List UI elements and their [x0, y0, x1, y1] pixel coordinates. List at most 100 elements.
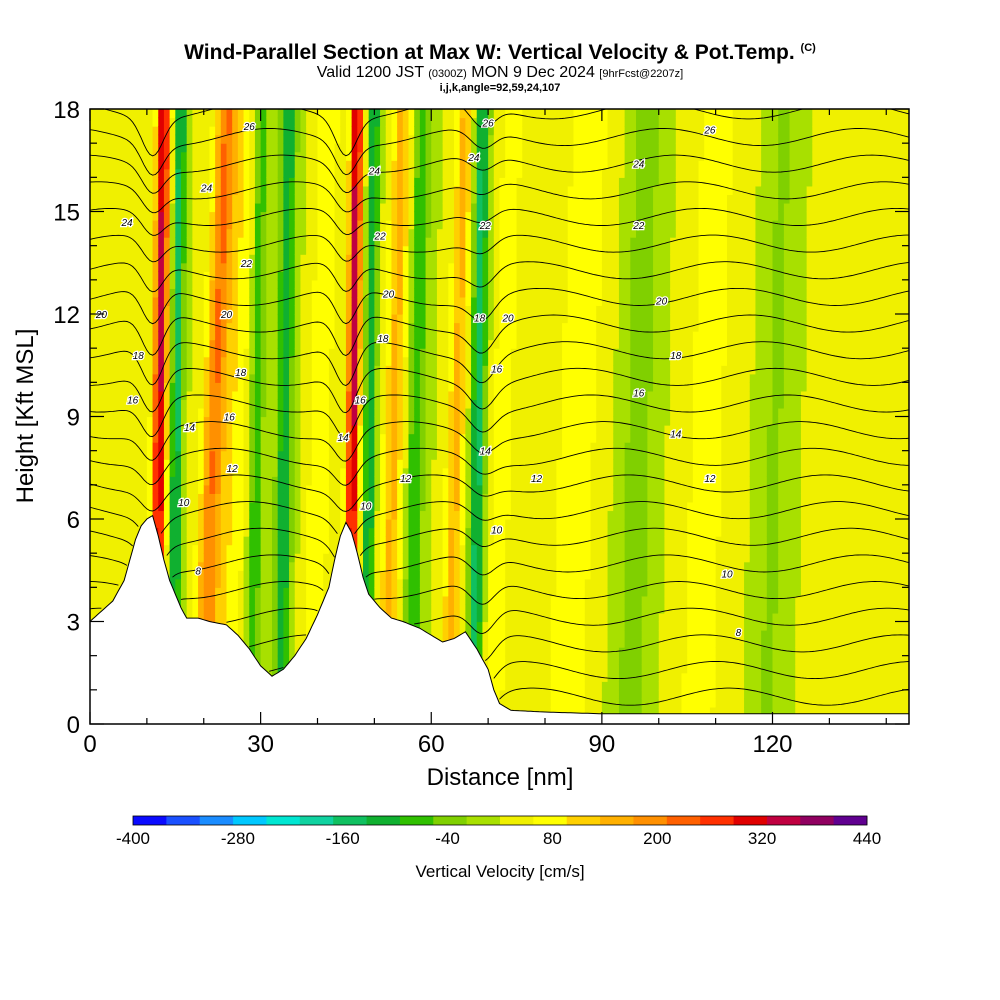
field-cell: [90, 271, 97, 281]
field-cell: [220, 331, 228, 341]
field-cell: [465, 484, 472, 494]
field-cell: [226, 271, 233, 281]
field-cell: [345, 288, 353, 298]
field-cell: [101, 211, 108, 221]
field-cell: [442, 262, 449, 272]
field-cell: [118, 305, 125, 315]
field-cell: [414, 237, 421, 247]
field-cell: [323, 442, 330, 452]
field-cell: [442, 271, 449, 281]
field-cell: [436, 254, 444, 264]
field-cell: [181, 177, 188, 187]
field-cell: [90, 373, 97, 383]
field-cell: [294, 331, 302, 341]
field-cell: [237, 544, 245, 554]
field-cell: [129, 220, 137, 230]
field-cell: [363, 382, 370, 392]
field-cell: [431, 399, 438, 409]
field-cell: [294, 356, 302, 366]
field-cell: [334, 459, 341, 469]
field-cell: [141, 416, 148, 426]
field-cell: [374, 561, 381, 571]
field-cell: [465, 279, 472, 289]
field-cell: [454, 467, 461, 477]
field-cell: [124, 194, 131, 204]
field-cell: [482, 561, 489, 571]
field-cell: [328, 373, 336, 383]
field-cell: [294, 612, 302, 623]
field-cell: [459, 237, 466, 247]
field-cell: [357, 442, 364, 452]
field-cell: [436, 544, 444, 554]
field-cell: [306, 254, 313, 264]
field-cell: [215, 390, 222, 401]
field-cell: [459, 433, 466, 443]
field-cell: [135, 126, 142, 136]
field-cell: [436, 459, 444, 469]
field-cell: [90, 433, 97, 443]
field-cell: [135, 245, 142, 255]
field-cell: [181, 296, 188, 307]
field-cell: [419, 459, 427, 469]
field-cell: [124, 168, 131, 178]
field-cell: [340, 399, 347, 409]
field-cell: [368, 544, 375, 554]
field-cell: [175, 527, 182, 537]
field-cell: [357, 168, 364, 178]
field-cell: [112, 416, 120, 426]
field-cell: [374, 228, 381, 238]
field-cell: [380, 382, 387, 392]
field-cell: [198, 271, 205, 281]
field-cell: [317, 416, 324, 426]
field-cell: [448, 433, 455, 443]
field-cell: [209, 519, 216, 529]
field-cell: [112, 228, 120, 238]
field-cell: [226, 561, 233, 571]
field-cell: [476, 390, 484, 401]
field-cell: [442, 305, 449, 315]
field-cell: [351, 450, 358, 460]
field-cell: [277, 407, 284, 418]
field-cell: [215, 544, 222, 554]
field-cell: [277, 544, 284, 554]
field-cell: [163, 510, 171, 520]
field-cell: [232, 296, 239, 307]
field-cell: [203, 228, 211, 238]
field-cell: [266, 262, 273, 272]
field-cell: [158, 501, 165, 512]
field-cell: [351, 536, 358, 546]
field-cell: [254, 501, 262, 512]
field-cell: [101, 168, 108, 178]
field-cell: [254, 348, 262, 358]
field-cell: [135, 117, 142, 127]
field-cell: [158, 425, 165, 435]
field-cell: [198, 612, 205, 623]
field-cell: [215, 536, 222, 546]
field-cell: [340, 126, 347, 136]
field-cell: [277, 168, 284, 178]
field-cell: [408, 288, 415, 298]
field-cell: [476, 373, 484, 383]
field-cell: [249, 126, 256, 136]
field-cell: [328, 348, 336, 358]
field-cell: [169, 365, 176, 375]
field-cell: [112, 143, 120, 153]
field-cell: [471, 339, 478, 349]
field-cell: [334, 143, 341, 153]
field-cell: [243, 228, 250, 238]
field-cell: [283, 638, 290, 648]
field-cell: [442, 151, 449, 161]
field-cell: [192, 450, 199, 460]
field-cell: [277, 322, 284, 332]
field-cell: [419, 177, 427, 187]
field-cell: [163, 544, 171, 554]
field-cell: [408, 168, 415, 178]
field-cell: [425, 134, 432, 144]
field-cell: [317, 305, 324, 315]
field-cell: [414, 399, 421, 409]
field-cell: [465, 202, 472, 213]
field-cell: [90, 450, 97, 460]
field-cell: [175, 510, 182, 520]
field-cell: [459, 151, 466, 161]
field-cell: [414, 228, 421, 238]
